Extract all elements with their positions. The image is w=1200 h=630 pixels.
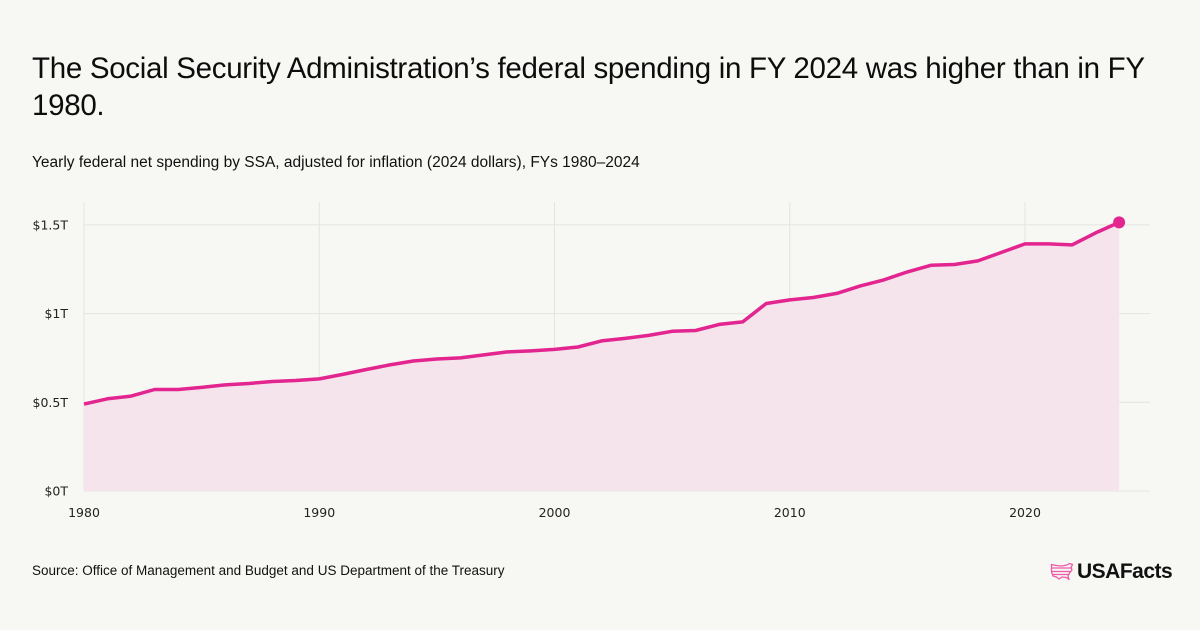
data-point: [882, 278, 886, 282]
data-point: [106, 397, 110, 401]
data-point: [788, 298, 792, 302]
data-point: [223, 383, 227, 387]
y-tick-label: $1T: [44, 306, 68, 321]
area-fill: [84, 222, 1120, 491]
data-point: [576, 345, 580, 349]
data-point: [176, 388, 180, 392]
data-point: [694, 329, 698, 333]
data-point: [600, 339, 604, 343]
brand-logo: USAFacts: [1050, 560, 1173, 584]
data-point: [82, 402, 86, 406]
y-tick-label: $1.5T: [33, 217, 69, 232]
data-point: [953, 263, 957, 267]
series-line: [83, 220, 1120, 406]
data-point: [553, 348, 557, 352]
x-tick-label: 1990: [303, 505, 335, 520]
data-point: [294, 379, 298, 383]
data-point: [741, 320, 745, 324]
data-point: [365, 368, 369, 372]
x-tick-label: 1980: [68, 505, 100, 520]
data-point: [717, 323, 721, 327]
data-point: [459, 356, 463, 360]
data-point: [529, 349, 533, 353]
y-axis-ticks: $0T $0.5T $1T $1.5T: [33, 217, 69, 498]
chart-title: The Social Security Administration’s fed…: [32, 52, 1145, 122]
y-tick-label: $0.5T: [33, 395, 69, 410]
data-point: [670, 330, 674, 334]
data-points: [82, 216, 1126, 406]
y-tick-label: $0T: [44, 484, 68, 499]
data-point: [1023, 242, 1027, 246]
us-map-flag-icon: [1050, 562, 1074, 581]
data-point: [317, 377, 321, 381]
data-point: [435, 357, 439, 361]
data-point: [835, 292, 839, 296]
source-note: Source: Office of Management and Budget …: [32, 563, 505, 578]
data-point: [811, 296, 815, 300]
line-area-chart: $0T $0.5T $1T $1.5T 1980 1990 2000 2010 2020: [33, 202, 1150, 520]
data-point: [270, 380, 274, 384]
data-point: [412, 359, 416, 363]
data-point: [1094, 231, 1098, 235]
data-point: [1070, 243, 1074, 247]
data-point: [1000, 251, 1004, 255]
data-point: [1047, 242, 1051, 246]
data-point: [388, 363, 392, 367]
data-point: [976, 259, 980, 263]
data-point: [859, 284, 863, 288]
data-point: [929, 264, 933, 268]
data-point: [200, 386, 204, 390]
data-point: [482, 353, 486, 357]
chart-subtitle: Yearly federal net spending by SSA, adju…: [32, 154, 640, 171]
data-point: [341, 373, 345, 377]
data-point: [129, 394, 133, 398]
data-point: [764, 302, 768, 306]
last-point-marker: [1113, 216, 1126, 229]
x-tick-label: 2020: [1009, 505, 1041, 520]
x-tick-label: 2000: [539, 505, 571, 520]
x-axis-ticks: 1980 1990 2000 2010 2020: [68, 505, 1041, 520]
data-point: [247, 382, 251, 386]
data-point: [906, 270, 910, 274]
data-point: [647, 334, 651, 338]
data-point: [623, 337, 627, 341]
x-tick-label: 2010: [774, 505, 806, 520]
data-point: [506, 350, 510, 354]
data-point: [153, 388, 157, 392]
brand-name: USAFacts: [1077, 560, 1173, 583]
